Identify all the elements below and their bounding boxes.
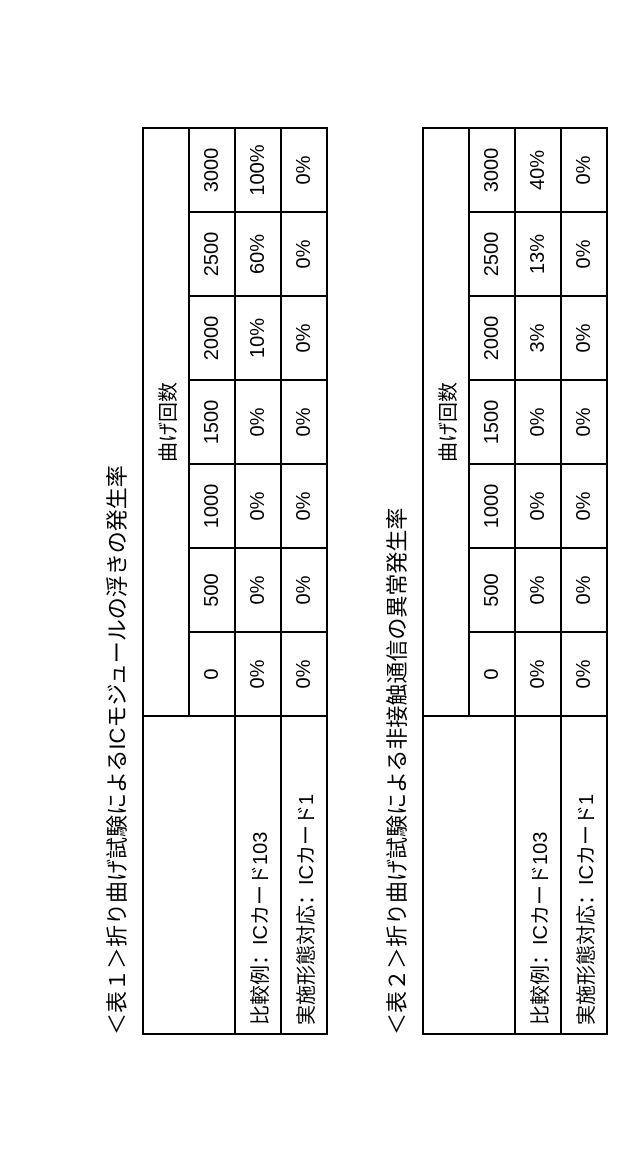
table1-inner: ＜表１＞折り曲げ試験によるICモジュールの浮きの発生率 曲げ回数 0 500 1… xyxy=(100,105,328,1035)
table1-row-0-val-3: 0% xyxy=(235,380,281,464)
table1-col-4: 2000 xyxy=(189,296,235,380)
table1-col-3: 1500 xyxy=(189,380,235,464)
table2-col-6: 3000 xyxy=(469,128,515,212)
table1-row-1-val-1: 0% xyxy=(281,548,327,632)
table1-row-0-val-6: 100% xyxy=(235,128,281,212)
table1-header-row-1: 曲げ回数 xyxy=(143,128,189,1034)
table1-row-1-val-5: 0% xyxy=(281,212,327,296)
table2-row-1: 実施形態対応：ICカード1 0% 0% 0% 0% 0% 0% 0% xyxy=(561,128,607,1034)
table2-inner: ＜表２＞折り曲げ試験による非接触通信の異常発生率 曲げ回数 0 500 1000… xyxy=(380,105,608,1035)
table1-header-group: 曲げ回数 xyxy=(143,128,189,716)
table1-row-0-val-0: 0% xyxy=(235,632,281,716)
table1-caption: ＜表１＞折り曲げ試験によるICモジュールの浮きの発生率 xyxy=(100,465,132,1035)
table2-row-0-val-5: 13% xyxy=(515,212,561,296)
table2-row-1-val-3: 0% xyxy=(561,380,607,464)
table2-row-0: 比較例：ICカード103 0% 0% 0% 0% 3% 13% 40% xyxy=(515,128,561,1034)
table2-row-0-label: 比較例：ICカード103 xyxy=(515,716,561,1034)
table2-row-1-val-5: 0% xyxy=(561,212,607,296)
table2-row-1-val-6: 0% xyxy=(561,128,607,212)
table1-row-0: 比較例：ICカード103 0% 0% 0% 0% 10% 60% 100% xyxy=(235,128,281,1034)
table2-block: ＜表２＞折り曲げ試験による非接触通信の異常発生率 曲げ回数 0 500 1000… xyxy=(380,105,608,1035)
table2-col-4: 2000 xyxy=(469,296,515,380)
table2-col-3: 1500 xyxy=(469,380,515,464)
table2-caption: ＜表２＞折り曲げ試験による非接触通信の異常発生率 xyxy=(380,508,412,1035)
table2-col-2: 1000 xyxy=(469,464,515,548)
table2-corner-cell xyxy=(423,716,515,1034)
table2-row-1-val-0: 0% xyxy=(561,632,607,716)
table2-row-0-val-2: 0% xyxy=(515,464,561,548)
table2-col-1: 500 xyxy=(469,548,515,632)
table2-row-1-val-2: 0% xyxy=(561,464,607,548)
table1-row-0-label: 比較例：ICカード103 xyxy=(235,716,281,1034)
table2-header-group: 曲げ回数 xyxy=(423,128,469,716)
table1-col-2: 1000 xyxy=(189,464,235,548)
table2-row-0-val-4: 3% xyxy=(515,296,561,380)
table1-block: ＜表１＞折り曲げ試験によるICモジュールの浮きの発生率 曲げ回数 0 500 1… xyxy=(100,105,328,1035)
table1-row-0-val-5: 60% xyxy=(235,212,281,296)
table1-row-1: 実施形態対応：ICカード1 0% 0% 0% 0% 0% 0% 0% xyxy=(281,128,327,1034)
table2-row-0-val-3: 0% xyxy=(515,380,561,464)
table2-col-0: 0 xyxy=(469,632,515,716)
table2-row-0-val-1: 0% xyxy=(515,548,561,632)
table1-row-1-val-4: 0% xyxy=(281,296,327,380)
table1-row-0-val-2: 0% xyxy=(235,464,281,548)
table1-corner-cell xyxy=(143,716,235,1034)
table2-row-1-label: 実施形態対応：ICカード1 xyxy=(561,716,607,1034)
table1-row-1-val-0: 0% xyxy=(281,632,327,716)
table1-row-1-val-6: 0% xyxy=(281,128,327,212)
table2-row-0-val-6: 40% xyxy=(515,128,561,212)
table1-row-0-val-4: 10% xyxy=(235,296,281,380)
table2-row-0-val-0: 0% xyxy=(515,632,561,716)
table2: 曲げ回数 0 500 1000 1500 2000 2500 3000 比較例：… xyxy=(422,127,608,1035)
table1-col-5: 2500 xyxy=(189,212,235,296)
table2-col-5: 2500 xyxy=(469,212,515,296)
table2-header-row-1: 曲げ回数 xyxy=(423,128,469,1034)
table2-row-1-val-4: 0% xyxy=(561,296,607,380)
table1-col-0: 0 xyxy=(189,632,235,716)
page: ＜表１＞折り曲げ試験によるICモジュールの浮きの発生率 曲げ回数 0 500 1… xyxy=(0,0,640,1157)
table1-row-1-label: 実施形態対応：ICカード1 xyxy=(281,716,327,1034)
table2-row-1-val-1: 0% xyxy=(561,548,607,632)
table1-row-0-val-1: 0% xyxy=(235,548,281,632)
table1-row-1-val-3: 0% xyxy=(281,380,327,464)
table1-col-6: 3000 xyxy=(189,128,235,212)
table1-row-1-val-2: 0% xyxy=(281,464,327,548)
table1-col-1: 500 xyxy=(189,548,235,632)
table1: 曲げ回数 0 500 1000 1500 2000 2500 3000 比較例：… xyxy=(142,127,328,1035)
